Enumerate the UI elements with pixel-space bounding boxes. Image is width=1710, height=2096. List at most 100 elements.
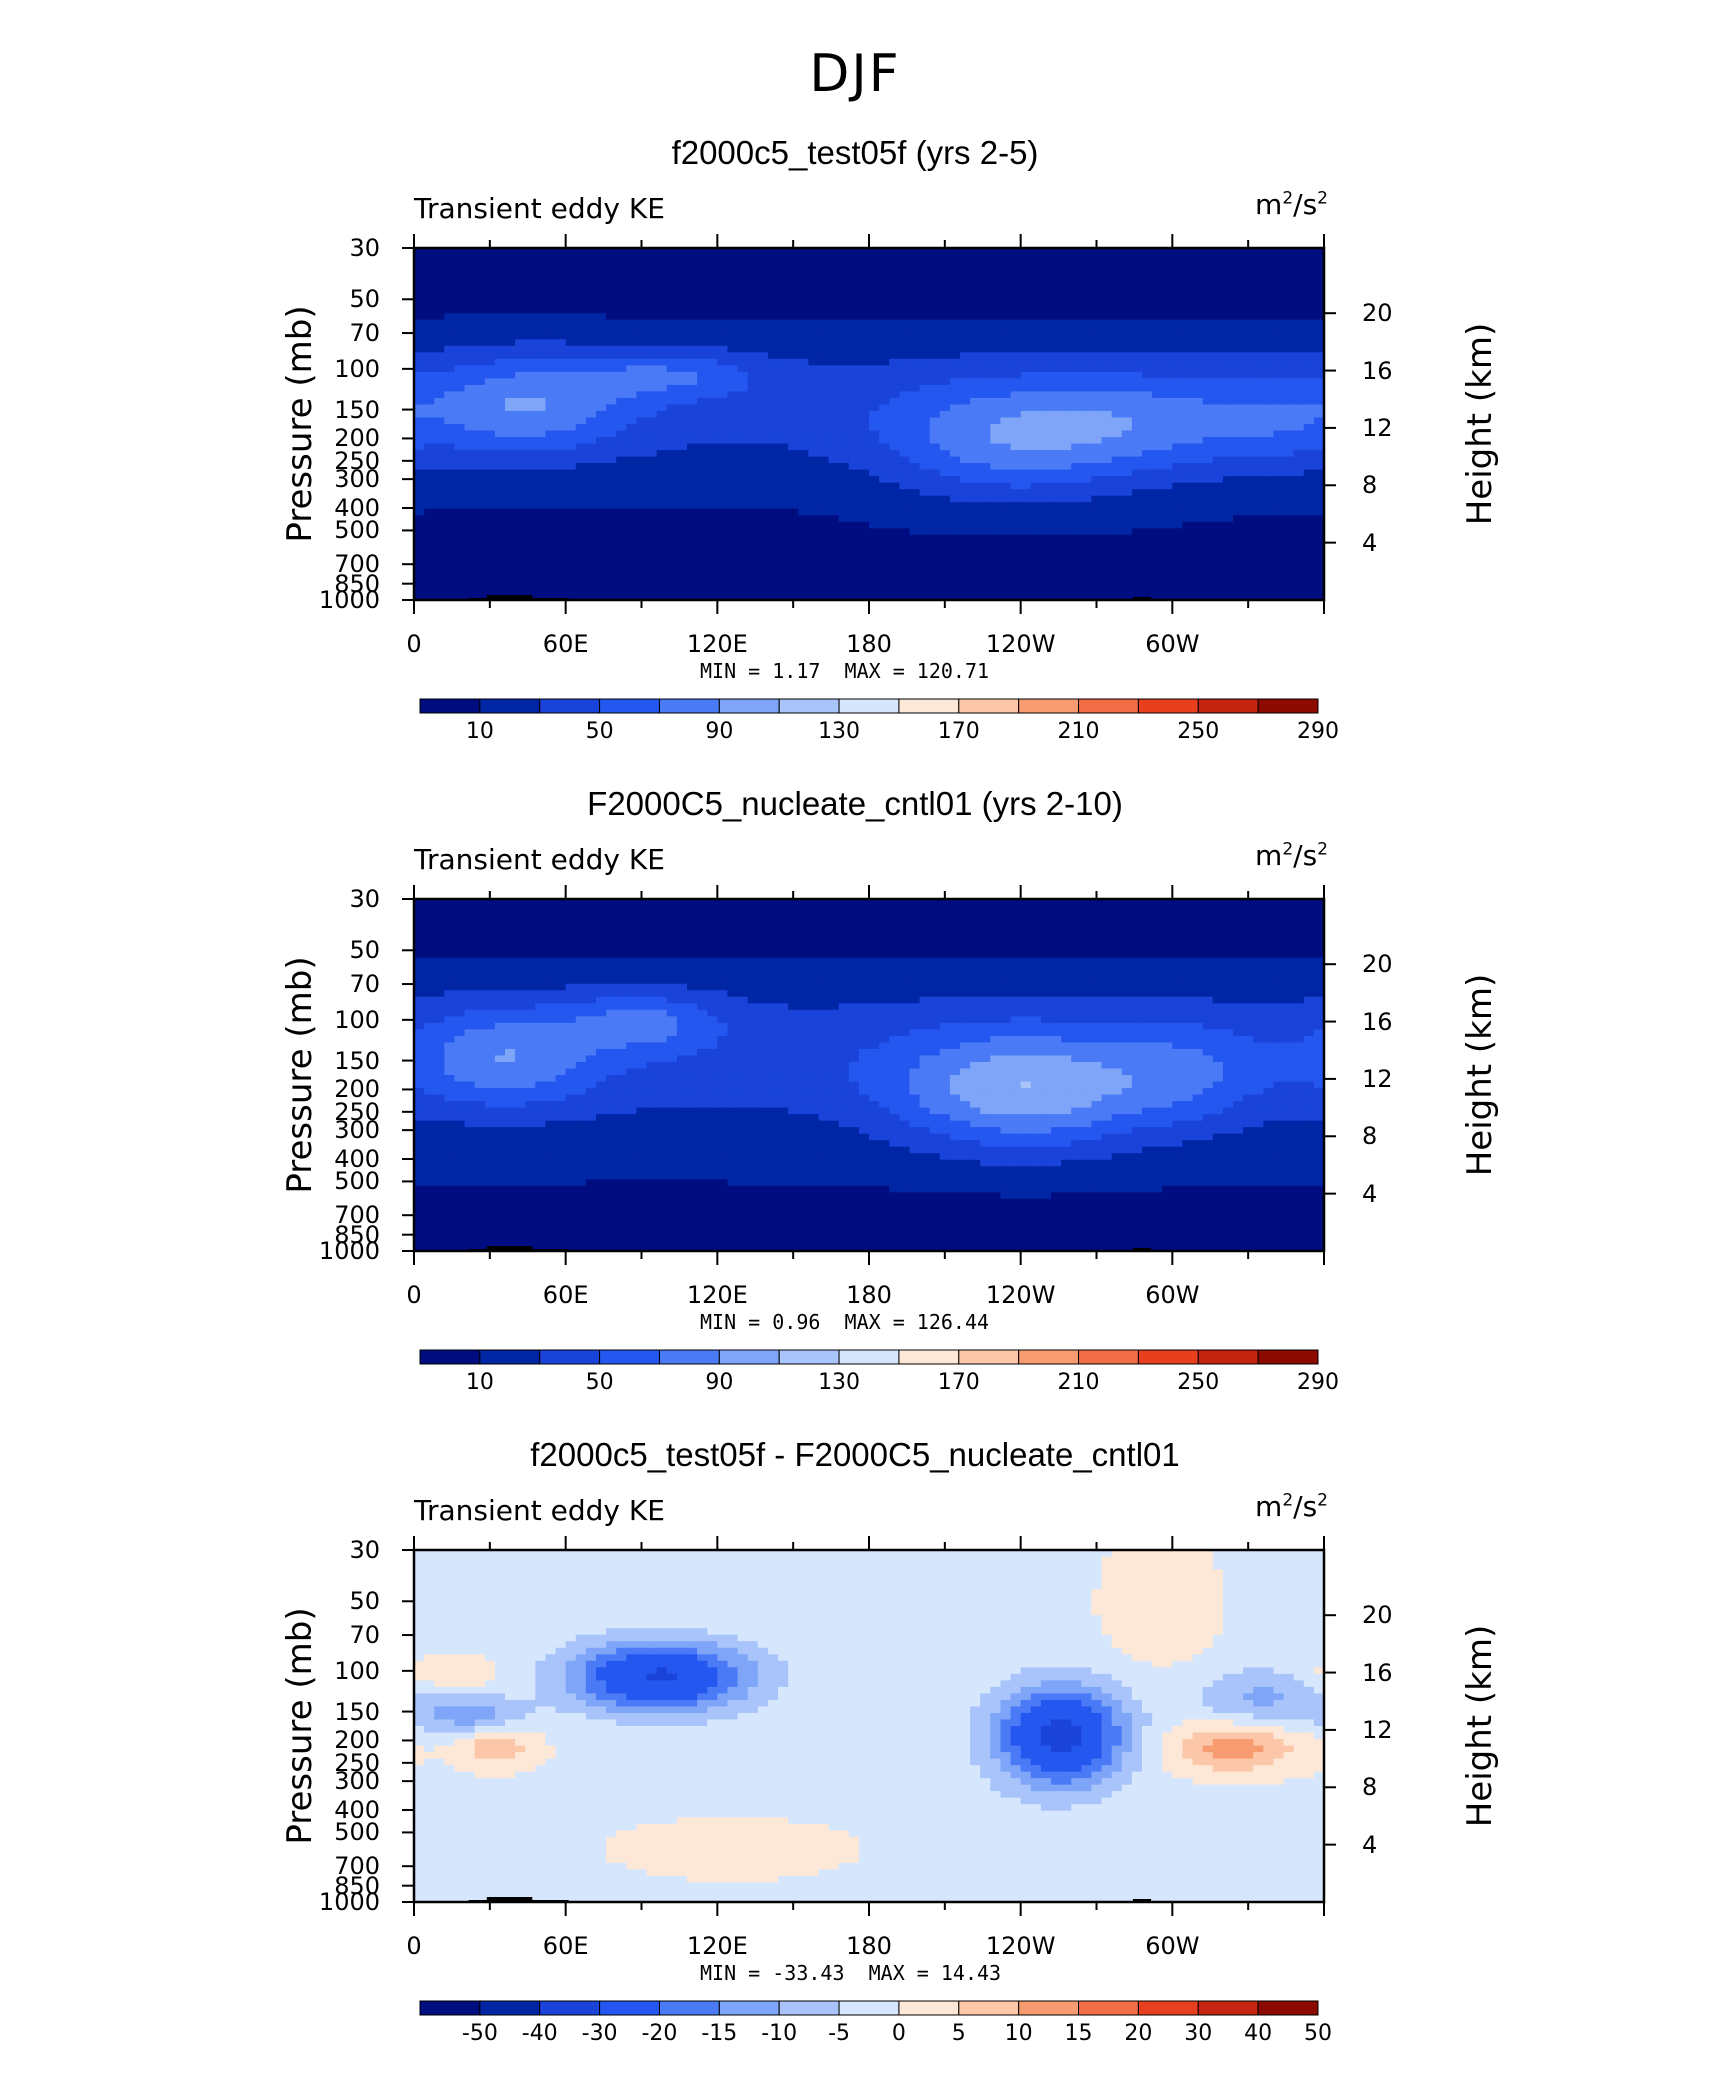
field-cell bbox=[474, 326, 486, 334]
field-cell bbox=[1212, 306, 1224, 314]
field-cell bbox=[828, 469, 840, 477]
field-cell bbox=[990, 345, 1002, 353]
field-cell bbox=[1152, 371, 1163, 379]
field-cell bbox=[1091, 358, 1103, 366]
field-cell bbox=[1010, 508, 1022, 516]
field-cell bbox=[444, 463, 456, 471]
field-cell bbox=[949, 267, 961, 275]
field-cell bbox=[778, 560, 789, 569]
field-cell bbox=[494, 358, 506, 366]
y-tick-label: 250 bbox=[334, 446, 380, 475]
field-cell bbox=[1172, 410, 1184, 419]
field-cell bbox=[616, 404, 627, 412]
field-cell bbox=[707, 287, 718, 295]
field-cell bbox=[828, 899, 840, 907]
field-cell bbox=[535, 313, 547, 321]
field-cell bbox=[464, 899, 476, 907]
field-cell bbox=[1030, 443, 1042, 451]
field-cell bbox=[1273, 410, 1285, 419]
field-cell bbox=[1152, 345, 1163, 353]
field-cell bbox=[1142, 430, 1153, 438]
field-cell bbox=[1243, 573, 1254, 582]
field-cell bbox=[474, 515, 486, 523]
field-cell bbox=[414, 365, 425, 373]
field-cell bbox=[585, 469, 597, 477]
field-cell bbox=[585, 580, 597, 588]
field-cell bbox=[656, 319, 668, 327]
field-cell bbox=[869, 267, 880, 275]
field-cell bbox=[788, 306, 799, 314]
field-cell bbox=[1111, 495, 1123, 503]
field-cell bbox=[1263, 254, 1275, 262]
field-cell bbox=[666, 521, 678, 529]
field-cell bbox=[545, 404, 557, 412]
field-cell bbox=[515, 463, 526, 471]
field-cell bbox=[1111, 397, 1123, 406]
field-cell bbox=[414, 456, 425, 464]
field-cell bbox=[535, 332, 547, 340]
field-cell bbox=[697, 371, 708, 379]
field-cell bbox=[444, 274, 456, 282]
field-cell bbox=[798, 332, 809, 340]
field-cell bbox=[757, 417, 769, 425]
field-cell bbox=[1253, 515, 1264, 523]
field-cell bbox=[697, 287, 708, 295]
field-cell bbox=[1010, 567, 1022, 575]
field-cell bbox=[858, 430, 870, 438]
field-cell bbox=[1182, 567, 1194, 575]
field-cell bbox=[1051, 450, 1062, 458]
field-cell bbox=[929, 430, 941, 438]
field-cell bbox=[909, 352, 921, 360]
field-cell bbox=[929, 358, 941, 366]
x-tick-label: 120E bbox=[686, 630, 748, 658]
field-cell bbox=[909, 541, 921, 549]
field-cell bbox=[1071, 397, 1082, 406]
field-cell bbox=[980, 410, 991, 419]
field-cell bbox=[1243, 332, 1254, 340]
field-cell bbox=[939, 280, 951, 288]
field-cell bbox=[1243, 580, 1254, 588]
field-cell bbox=[545, 358, 557, 366]
field-cell bbox=[980, 274, 991, 282]
field-cell bbox=[1303, 397, 1315, 406]
field-cell bbox=[808, 580, 820, 588]
field-cell bbox=[1091, 261, 1103, 269]
field-cell bbox=[606, 554, 617, 562]
field-cell bbox=[676, 267, 688, 275]
field-cell bbox=[424, 450, 435, 458]
field-cell bbox=[919, 541, 931, 549]
field-cell bbox=[444, 410, 456, 419]
field-cell bbox=[484, 547, 496, 555]
field-cell bbox=[505, 410, 516, 419]
field-cell bbox=[1040, 306, 1052, 314]
field-cell bbox=[535, 300, 547, 308]
field-cell bbox=[1233, 371, 1244, 379]
field-cell bbox=[616, 482, 627, 490]
field-cell bbox=[778, 554, 789, 562]
field-cell bbox=[838, 306, 850, 314]
field-cell bbox=[1172, 254, 1184, 262]
field-cell bbox=[616, 300, 627, 308]
field-cell bbox=[606, 274, 617, 282]
field-cell bbox=[717, 469, 729, 477]
field-cell bbox=[1222, 300, 1234, 308]
field-cell bbox=[1172, 378, 1184, 386]
field-cell bbox=[424, 502, 435, 510]
field-cell bbox=[434, 463, 445, 471]
min-max-stats: MIN = 0.96 MAX = 126.44 bbox=[700, 1310, 990, 1334]
field-cell bbox=[1121, 378, 1133, 386]
field-cell bbox=[828, 248, 840, 256]
field-cell bbox=[808, 554, 820, 562]
field-cell bbox=[1233, 313, 1244, 321]
field-cell bbox=[1162, 332, 1173, 340]
field-cell bbox=[1051, 254, 1062, 262]
field-cell bbox=[828, 502, 840, 510]
field-cell bbox=[778, 547, 789, 555]
field-cell bbox=[788, 560, 799, 569]
field-cell bbox=[1192, 345, 1204, 353]
field-cell bbox=[1233, 384, 1244, 393]
field-cell bbox=[505, 306, 516, 314]
field-cell bbox=[1212, 456, 1224, 464]
field-cell bbox=[778, 437, 789, 445]
field-cell bbox=[1061, 899, 1072, 907]
